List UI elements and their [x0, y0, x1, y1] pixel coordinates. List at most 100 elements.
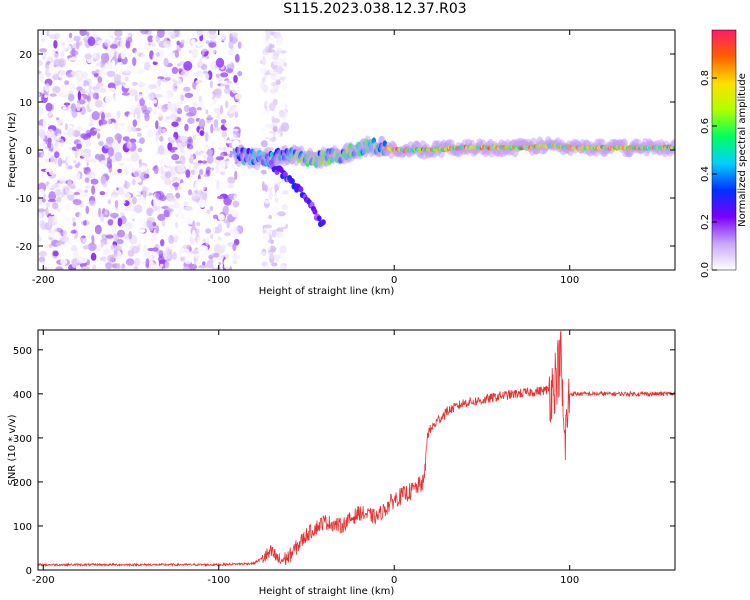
noise-blob: [85, 139, 92, 147]
noise-blob: [164, 77, 171, 81]
noise-blob: [100, 160, 107, 165]
noise-blob: [84, 177, 90, 183]
noise-blob: [142, 125, 146, 135]
noise-blob: [216, 180, 220, 190]
noise-blob: [263, 224, 273, 229]
noise-blob: [69, 175, 77, 180]
noise-blob: [130, 152, 140, 162]
branch-track-point: [289, 178, 295, 185]
noise-blob: [279, 239, 285, 248]
noise-blob: [274, 255, 280, 263]
noise-blob: [277, 172, 281, 182]
noise-blob: [191, 38, 196, 45]
noise-blob: [52, 250, 59, 257]
noise-blob: [280, 101, 286, 111]
noise-blob: [38, 129, 46, 138]
noise-blob: [187, 117, 195, 124]
noise-blob: [162, 128, 166, 133]
noise-blob: [159, 135, 164, 142]
noise-blob: [62, 247, 67, 256]
noise-blob: [111, 59, 116, 69]
noise-blob: [110, 226, 114, 235]
noise-blob: [276, 231, 283, 239]
noise-blob: [188, 100, 193, 107]
noise-blob: [82, 245, 90, 250]
noise-blob: [111, 143, 121, 153]
noise-blob: [111, 194, 117, 200]
noise-blob: [109, 44, 118, 49]
noise-blob: [218, 252, 225, 261]
noise-blob: [99, 191, 106, 196]
noise-blob: [92, 86, 98, 90]
noise-blob: [120, 50, 126, 60]
noise-blob: [53, 58, 62, 67]
noise-blob: [232, 243, 237, 252]
noise-blob: [113, 93, 121, 104]
noise-blob: [136, 217, 145, 226]
noise-blob: [187, 138, 192, 143]
noise-blob: [214, 202, 220, 209]
noise-blob: [85, 205, 90, 215]
noise-blob: [72, 222, 77, 227]
noise-blob: [217, 213, 225, 221]
noise-blob: [38, 188, 45, 198]
noise-blob: [142, 109, 151, 115]
noise-blob: [43, 266, 48, 270]
noise-blob: [55, 266, 64, 270]
noise-blob: [264, 127, 269, 138]
colorbar-tick-label: 0.2: [700, 214, 711, 230]
noise-blob: [76, 102, 81, 112]
noise-blob: [64, 80, 70, 85]
noise-blob: [212, 252, 220, 258]
noise-blob: [207, 114, 212, 119]
noise-blob: [279, 183, 284, 191]
noise-blob: [183, 201, 188, 207]
noise-blob: [114, 37, 122, 41]
noise-blob: [234, 53, 240, 63]
noise-blob: [55, 242, 62, 247]
noise-blob: [155, 225, 159, 234]
noise-blob: [176, 63, 182, 67]
snr-panel: -200 -100 0 100 0 100 200 300 400 500 Height of st…: [7, 329, 676, 597]
noise-blob: [81, 266, 90, 270]
noise-blob: [178, 100, 184, 105]
noise-blob: [74, 163, 80, 168]
noise-blob: [79, 178, 86, 183]
noise-blob: [227, 48, 235, 56]
noise-blob: [81, 88, 87, 94]
noise-blob: [202, 252, 209, 258]
noise-blob: [155, 190, 165, 200]
noise-blob: [269, 102, 276, 112]
noise-blob: [71, 80, 78, 85]
colorbar-tick-label: 0.6: [700, 118, 711, 134]
noise-blob: [205, 131, 209, 142]
noise-blob: [91, 111, 100, 121]
noise-blob: [50, 210, 55, 216]
noise-blob: [42, 122, 46, 131]
noise-blob: [205, 36, 210, 44]
noise-blob: [225, 121, 229, 129]
noise-blob: [59, 119, 65, 124]
noise-blob: [263, 207, 272, 215]
noise-blob: [116, 238, 124, 245]
noise-blob: [182, 266, 190, 270]
noise-blob: [233, 117, 240, 121]
noise-blob: [264, 105, 268, 110]
noise-blob: [76, 143, 82, 150]
plot-frame: [37, 329, 676, 571]
noise-blob: [205, 92, 214, 99]
noise-blob: [157, 78, 162, 87]
noise-blob: [209, 205, 214, 212]
noise-blob: [190, 97, 199, 103]
noise-blob: [58, 175, 67, 182]
noise-blob: [147, 35, 154, 43]
noise-blob: [76, 86, 83, 92]
noise-blob: [224, 232, 231, 237]
noise-blob: [86, 171, 96, 179]
noise-blob: [56, 196, 62, 203]
noise-blob: [186, 244, 192, 250]
noise-blob: [271, 206, 280, 213]
noise-blob: [55, 188, 62, 197]
noise-blob: [90, 178, 99, 185]
